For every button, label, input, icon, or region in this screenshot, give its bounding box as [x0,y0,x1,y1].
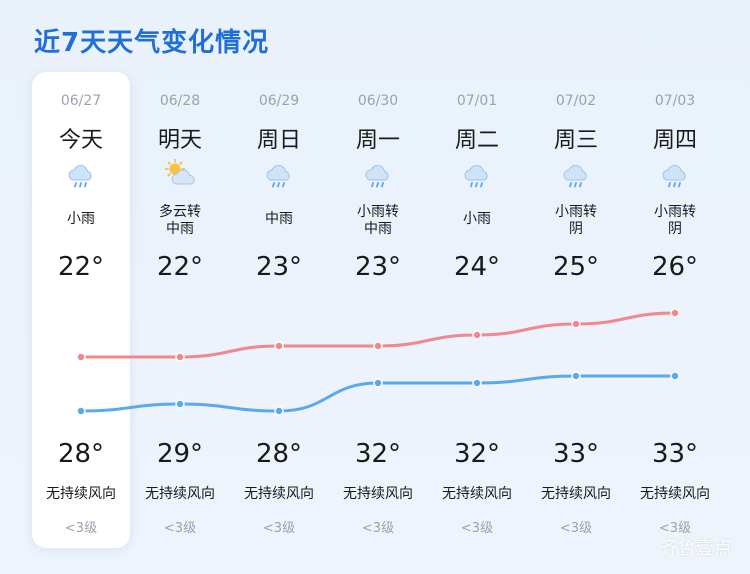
day-high-temp: 29° [156,439,204,469]
rain-cloud-icon [662,165,686,188]
low-temp-point-2 [274,341,284,351]
day-low-temp: 26° [651,252,699,282]
high-temp-point-6 [670,371,680,381]
partly-cloudy-icon [164,158,195,185]
low-temp-point-4 [472,330,482,340]
day-wind-direction: 无持续风向 [541,486,611,502]
day-name: 周三 [553,128,598,153]
day-name: 明天 [157,128,202,153]
day-name: 周一 [355,128,400,153]
day-wind-direction: 无持续风向 [145,486,215,502]
day-low-temp: 22° [156,252,204,282]
rain-cloud-icon [68,165,92,188]
low-temp-point-3 [373,341,383,351]
rain-cloud-icon [365,165,389,188]
low-temp-point-5 [571,319,581,329]
day-date: 06/28 [159,93,201,109]
day-column-06-29[interactable]: 06/29 周日 中雨 23° 28° 无持续风向 <3级 [230,72,328,548]
day-condition: 小雨 [463,211,491,227]
high-temp-point-0 [76,406,86,416]
day-condition: 小雨 [67,211,95,227]
day-name: 周二 [454,128,499,153]
day-low-temp: 25° [552,252,600,282]
day-wind-level: <3级 [64,521,98,536]
day-column-07-01[interactable]: 07/01 周二 小雨 24° 32° 无持续风向 <3级 [428,72,526,548]
day-condition: 中雨 [265,211,293,227]
day-wind-direction: 无持续风向 [46,486,116,502]
day-condition: 小雨转 中雨 [357,204,399,237]
day-date: 06/30 [357,93,399,109]
day-name: 周四 [652,128,697,153]
high-temp-point-2 [274,406,284,416]
high-temp-point-3 [373,378,383,388]
day-column-06-27[interactable]: 06/27 今天 小雨 22° 28° 无持续风向 <3级 [32,72,130,548]
day-wind-direction: 无持续风向 [442,486,512,502]
page-title: 近7天天气变化情况 [34,28,270,58]
day-date: 07/03 [654,93,696,109]
day-high-temp: 32° [453,439,501,469]
day-high-temp: 28° [255,439,303,469]
day-low-temp: 22° [57,252,105,282]
day-wind-level: <3级 [262,521,296,536]
day-date: 06/29 [258,93,300,109]
today-card [32,72,130,548]
day-column-07-03[interactable]: 07/03 周四 小雨转 阴 26° 33° 无持续风向 <3级 [626,72,724,548]
day-wind-level: <3级 [361,521,395,536]
high-temp-point-5 [571,371,581,381]
day-wind-direction: 无持续风向 [640,486,710,502]
day-high-temp: 32° [354,439,402,469]
rain-cloud-icon [563,165,587,188]
high-temp-point-1 [175,399,185,409]
day-wind-direction: 无持续风向 [343,486,413,502]
day-name: 今天 [58,128,103,153]
day-low-temp: 24° [453,252,501,282]
day-high-temp: 28° [57,439,105,469]
day-wind-level: <3级 [163,521,197,536]
low-temp-point-0 [76,352,86,362]
day-name: 周日 [256,128,301,153]
day-date: 06/27 [60,93,102,109]
day-high-temp: 33° [651,439,699,469]
low-temp-point-6 [670,308,680,318]
day-date: 07/02 [555,93,597,109]
day-wind-level: <3级 [559,521,593,536]
day-column-07-02[interactable]: 07/02 周三 小雨转 阴 25° 33° 无持续风向 <3级 [527,72,625,548]
day-condition: 多云转 中雨 [159,204,201,237]
rain-cloud-icon [266,165,290,188]
watermark: 齐鲁壹点 [660,538,732,559]
day-low-temp: 23° [354,252,402,282]
day-wind-direction: 无持续风向 [244,486,314,502]
day-low-temp: 23° [255,252,303,282]
day-date: 07/01 [456,93,498,109]
day-high-temp: 33° [552,439,600,469]
high-temp-point-4 [472,378,482,388]
day-condition: 小雨转 阴 [555,204,597,237]
low-temp-point-1 [175,352,185,362]
day-wind-level: <3级 [658,521,692,536]
rain-cloud-icon [464,165,488,188]
day-column-06-30[interactable]: 06/30 周一 小雨转 中雨 23° 32° 无持续风向 <3级 [329,72,427,548]
day-condition: 小雨转 阴 [654,204,696,237]
day-wind-level: <3级 [460,521,494,536]
day-column-06-28[interactable]: 06/28 明天 多云转 中雨 22° 29° 无持续风向 <3级 [131,72,229,548]
